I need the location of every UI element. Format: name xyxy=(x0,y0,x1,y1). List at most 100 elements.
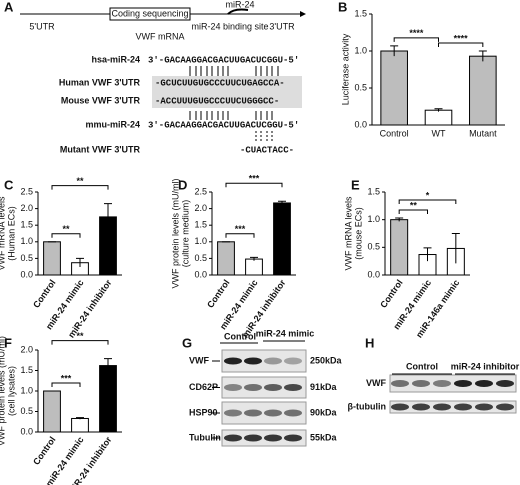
cds-label: Coding sequencing xyxy=(111,8,188,18)
bar xyxy=(71,417,89,433)
y-tick-label: 1.0 xyxy=(20,236,33,246)
cds-box xyxy=(109,7,191,21)
sig-bracket xyxy=(51,340,109,345)
blot-band xyxy=(264,357,282,365)
blot-band xyxy=(391,380,409,387)
blot-band xyxy=(264,434,282,442)
error-bar xyxy=(76,417,84,420)
arrow-head xyxy=(300,11,306,17)
y-tick-label: 1.0 xyxy=(194,236,207,246)
y-tick-label: 0.0 xyxy=(354,119,367,129)
blot-band xyxy=(284,434,302,442)
error-bar xyxy=(104,203,112,231)
sig-bracket xyxy=(51,185,109,190)
blot-band xyxy=(284,409,302,417)
mir-label: miR-24 xyxy=(225,0,254,9)
sig-label: *** xyxy=(61,373,72,383)
x-tick-label: Control xyxy=(31,278,58,310)
error-bar xyxy=(76,257,84,268)
sequence: -ACCUUUGUGCCCUUCUGGGCC- xyxy=(155,96,279,106)
bar xyxy=(43,241,61,276)
group-label: miR-24 mimic xyxy=(256,328,315,338)
blot-band xyxy=(224,384,242,391)
site-label: miR-24 binding site xyxy=(191,21,268,31)
y-tick-label: 0.0 xyxy=(367,269,380,279)
y-tick-label: 2.0 xyxy=(20,344,33,354)
y-tick-label: 0.5 xyxy=(367,242,380,252)
sig-bracket xyxy=(393,37,439,42)
bar xyxy=(380,50,408,126)
blot-band xyxy=(224,409,242,417)
y-tick-label: 1.0 xyxy=(367,214,380,224)
panel-letter: C xyxy=(4,177,14,192)
row-label: β-tubulin xyxy=(348,401,386,411)
blot-band xyxy=(496,403,514,411)
blot-band xyxy=(433,380,451,387)
y-tick-label: 1.0 xyxy=(354,45,367,55)
y-axis-label: (culture medium) xyxy=(180,200,190,268)
size-label: 250kDa xyxy=(310,355,343,365)
panel-letter: A xyxy=(4,0,14,14)
y-tick-label: 2.0 xyxy=(194,203,207,213)
size-label: 55kDa xyxy=(310,432,338,442)
sequence: -CUACTACC- xyxy=(240,145,294,155)
bar xyxy=(390,219,409,276)
blot-band xyxy=(412,403,430,411)
y-tick-label: 1.0 xyxy=(20,385,33,395)
bar xyxy=(273,202,291,276)
error-bar xyxy=(390,45,399,57)
utr3-label: 3'UTR xyxy=(269,21,295,31)
y-tick-label: 1.5 xyxy=(367,186,380,196)
bar xyxy=(99,365,117,433)
seq-label: Mouse VWF 3'UTR xyxy=(61,95,141,105)
bar xyxy=(217,241,235,276)
error-bar xyxy=(478,50,487,62)
blot-band xyxy=(244,409,262,417)
y-tick-label: 1.5 xyxy=(20,220,33,230)
y-axis-label: VWF mRNA levels xyxy=(0,196,6,271)
error-bar xyxy=(434,108,443,112)
shade xyxy=(152,76,302,108)
sig-label: **** xyxy=(454,33,469,43)
row-label: VWF xyxy=(366,378,386,388)
blot-band xyxy=(284,384,302,391)
y-axis-label: (cell lysates) xyxy=(6,366,16,416)
sig-bracket xyxy=(398,209,428,215)
seq-label: mmu-miR-24 xyxy=(85,119,140,129)
y-axis-label: (Human ECs) xyxy=(6,206,16,261)
group-label: Control xyxy=(224,331,256,341)
sig-bracket xyxy=(225,182,283,188)
y-tick-label: 0.0 xyxy=(20,269,33,279)
blot-band xyxy=(412,380,430,387)
sig-bracket xyxy=(225,233,255,238)
panel-letter: D xyxy=(178,177,187,192)
sig-label: ** xyxy=(76,331,84,341)
blot-band xyxy=(224,434,242,442)
sequence: 3'-GACAAGGACGACUUGACUCGGU-5' xyxy=(148,55,299,65)
blot-band xyxy=(433,403,451,411)
sig-label: ** xyxy=(62,224,70,234)
y-tick-label: 0.0 xyxy=(20,426,33,436)
y-axis-label: Luciferase activity xyxy=(340,33,350,105)
panel-letter: G xyxy=(182,335,192,350)
row-label: CD62P xyxy=(189,382,218,392)
y-axis-label: VWF protein levels (mU/ml) xyxy=(0,336,6,446)
error-bar xyxy=(278,200,286,205)
blot xyxy=(221,349,307,373)
blot-band xyxy=(224,357,242,365)
sig-bracket xyxy=(398,199,457,205)
sig-bracket xyxy=(438,42,484,47)
seq-label: hsa-miR-24 xyxy=(91,54,140,64)
error-bar xyxy=(250,256,258,261)
blot-band xyxy=(284,357,302,365)
bar xyxy=(245,258,263,276)
error-bar xyxy=(423,247,432,262)
row-label: Tubulin xyxy=(189,432,221,442)
seq-label: Mutant VWF 3'UTR xyxy=(60,144,141,154)
y-tick-label: 0.5 xyxy=(194,253,207,263)
blot-band xyxy=(454,380,472,387)
bar xyxy=(424,109,453,126)
blot-band xyxy=(475,380,493,387)
size-label: 90kDa xyxy=(310,407,338,417)
